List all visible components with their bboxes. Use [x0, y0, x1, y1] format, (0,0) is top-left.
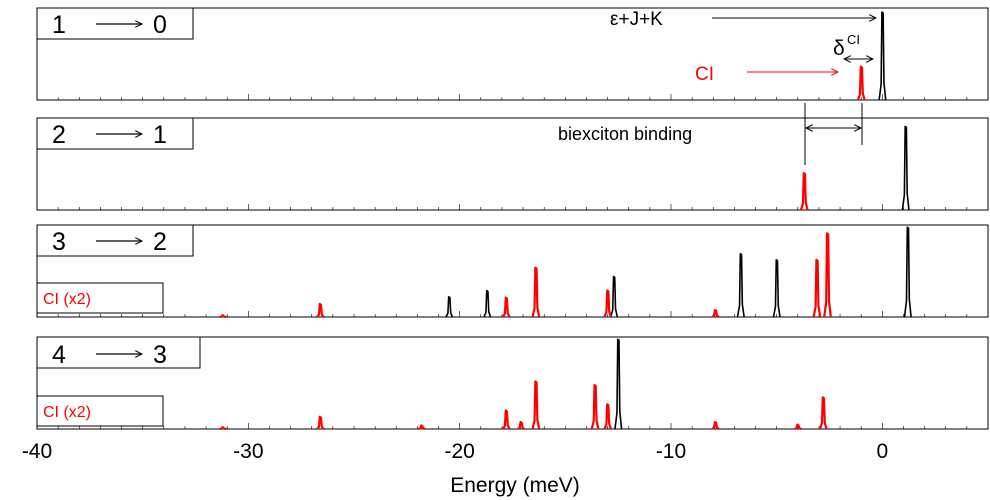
panel-ticks: [36, 423, 989, 429]
spectral-peak: [903, 226, 912, 318]
ci-scale-label: CI (x2): [43, 404, 91, 421]
ci-label: CI: [695, 64, 714, 85]
transition-from: 2: [52, 121, 66, 149]
spectral-peak: [878, 11, 887, 101]
ci-scale-label: CI (x2): [43, 291, 91, 308]
transition-to: 2: [153, 228, 167, 256]
spectral-peak: [502, 296, 511, 318]
spectral-peak: [614, 338, 623, 430]
x-tick-label: -10: [656, 440, 686, 463]
spectral-peak: [901, 125, 910, 211]
panel-frame: [36, 7, 989, 101]
transition-to: 1: [153, 121, 167, 149]
transition-from: 4: [52, 341, 66, 369]
series-red: [856, 65, 866, 101]
transition-label-box: 2 1: [36, 117, 194, 150]
spectral-peak: [316, 302, 325, 318]
exact-energy-label: ε+J+K: [610, 9, 663, 30]
transition-label-box: 1 0: [36, 7, 194, 40]
spectral-peak: [736, 252, 745, 318]
spectral-peak: [445, 295, 454, 318]
panel-2-1: 2 1 biexciton binding: [36, 103, 989, 211]
transition-label-box: 3 2: [36, 224, 194, 257]
series-red: [799, 171, 809, 211]
spectral-peak: [418, 424, 426, 431]
spectral-peak: [799, 171, 809, 211]
spectral-peak: [502, 409, 511, 430]
spectral-peak: [219, 314, 227, 319]
transition-label-frame: [36, 336, 201, 369]
panel-frame: [36, 336, 989, 430]
transition-from: 1: [52, 11, 66, 39]
panel-ticks: [36, 94, 989, 100]
panel-3-2: 3 2 CI (x2): [36, 224, 989, 319]
x-axis-label: Energy (meV): [450, 474, 580, 497]
spectral-peak: [823, 232, 832, 318]
panel-ticks: [36, 311, 989, 317]
spectral-peak: [590, 383, 600, 430]
ci-scale-frame: [36, 282, 164, 314]
spectral-peak: [517, 420, 526, 430]
series-black: [878, 11, 887, 101]
spectral-peak: [603, 403, 613, 430]
spectral-peak: [794, 423, 802, 431]
series-red: [219, 380, 828, 431]
x-tick-labels: -40 -30 -20 -10 0: [22, 440, 888, 463]
series-red: [219, 232, 832, 319]
spectral-peak: [316, 415, 325, 430]
panel-4-3: 4 3 CI (x2): [36, 336, 989, 431]
delta-label: δ: [833, 37, 845, 60]
series-black: [901, 125, 910, 211]
transition-label-frame: [36, 7, 194, 40]
spectral-peak: [772, 259, 781, 318]
spectral-peak: [711, 308, 720, 318]
panel-frame: [36, 224, 989, 318]
spectral-peak: [531, 380, 541, 430]
delta-superscript: CI: [847, 32, 860, 47]
spectral-peak: [531, 266, 541, 318]
spectral-peak: [812, 258, 822, 318]
x-tick-label: -20: [444, 440, 474, 463]
x-tick-label: 0: [876, 440, 888, 463]
x-tick-label: -40: [22, 440, 52, 463]
transition-to: 3: [153, 341, 167, 369]
spectral-peak: [609, 275, 619, 318]
series-black: [445, 226, 912, 318]
spectral-peak: [818, 396, 828, 430]
ci-scale-frame: [36, 395, 164, 427]
biexciton-binding-label: biexciton binding: [558, 124, 692, 144]
spectral-peak: [219, 426, 227, 431]
panel-frame: [36, 117, 989, 211]
spectral-peak: [483, 289, 492, 318]
spectral-peak: [856, 65, 866, 101]
panel-ticks: [36, 204, 989, 210]
transition-from: 3: [52, 228, 66, 256]
panel-1-0: 1 0 ε+J+K CI δ CI: [36, 7, 989, 101]
spectral-peak: [711, 420, 720, 430]
transition-to: 0: [153, 11, 167, 39]
transition-label-box: 4 3: [36, 336, 201, 369]
series-black: [614, 338, 623, 430]
x-tick-label: -30: [233, 440, 263, 463]
spectral-peak: [603, 289, 613, 318]
